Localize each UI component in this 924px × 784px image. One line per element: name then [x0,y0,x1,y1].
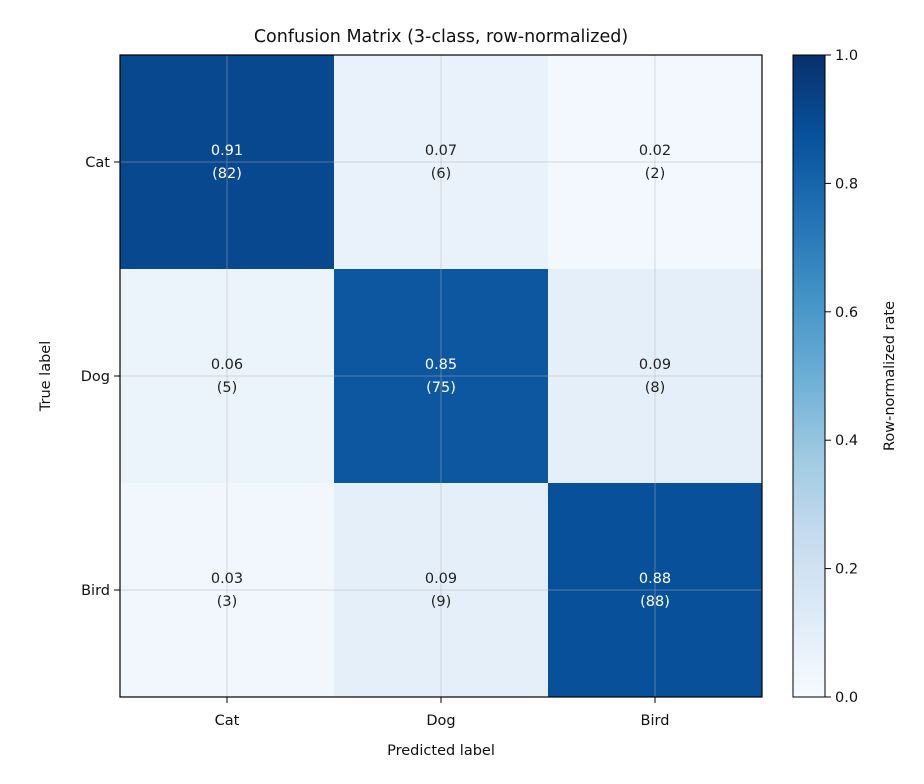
cell-rate-label: 0.07 [425,143,457,159]
colorbar-tick-label: 0.2 [835,562,858,578]
heatmap-cell [334,269,549,484]
cell-count-label: (8) [645,380,666,396]
grid-lines [120,55,762,697]
heatmap-cell [120,269,335,484]
colorbar-tick-label: 0.4 [835,433,858,449]
x-tick-label: Cat [215,713,240,729]
colorbar-tick-label: 0.8 [835,176,858,192]
colorbar-tick-label: 0.0 [835,690,858,706]
colorbar-tick-label: 1.0 [835,48,858,64]
x-axis-label: Predicted label [387,743,495,759]
cell-rate-label: 0.09 [639,357,671,373]
cell-rate-label: 0.02 [639,143,671,159]
cell-count-label: (3) [217,594,238,610]
cell-count-label: (5) [217,380,238,396]
y-axis-ticks: Cat Dog Bird [81,155,120,599]
y-axis-label: True label [38,341,54,412]
cell-rate-label: 0.06 [211,357,243,373]
cell-count-label: (9) [431,594,452,610]
heatmap-cell [334,55,549,270]
cell-count-label: (75) [426,380,456,396]
colorbar [792,54,826,698]
cell-rate-label: 0.03 [211,571,243,587]
heatmap-cell [548,55,763,270]
heatmap-cell [120,55,335,270]
cell-rate-label: 0.09 [425,571,457,587]
heatmap-cell [548,483,763,698]
heatmap-cell [334,483,549,698]
cell-rate-label: 0.88 [639,571,671,587]
heatmap-cells [120,55,763,698]
chart-title: Confusion Matrix (3-class, row-normalize… [254,27,628,47]
x-tick-label: Bird [641,713,670,729]
y-tick-label: Dog [81,369,110,385]
cell-count-label: (2) [645,166,666,182]
heatmap-cell [120,483,335,698]
cell-labels: 0.91 (82) 0.07 (6) 0.02 (2) 0.06 (5) 0.85 (75) 0.0… [211,143,671,610]
colorbar-ticks: 0.0 0.2 0.4 0.6 0.8 1.0 [825,48,858,706]
cell-rate-label: 0.85 [425,357,457,373]
cell-count-label: (82) [212,166,242,182]
x-tick-label: Dog [426,713,455,729]
cell-count-label: (6) [431,166,452,182]
colorbar-label: Row-normalized rate [882,301,898,451]
colorbar-tick-label: 0.6 [835,305,858,321]
cell-count-label: (88) [640,594,670,610]
cell-rate-label: 0.91 [211,143,243,159]
y-tick-label: Cat [85,155,110,171]
heatmap-cell [548,269,763,484]
y-tick-label: Bird [81,583,110,599]
x-axis-ticks: Cat Dog Bird [215,697,670,729]
